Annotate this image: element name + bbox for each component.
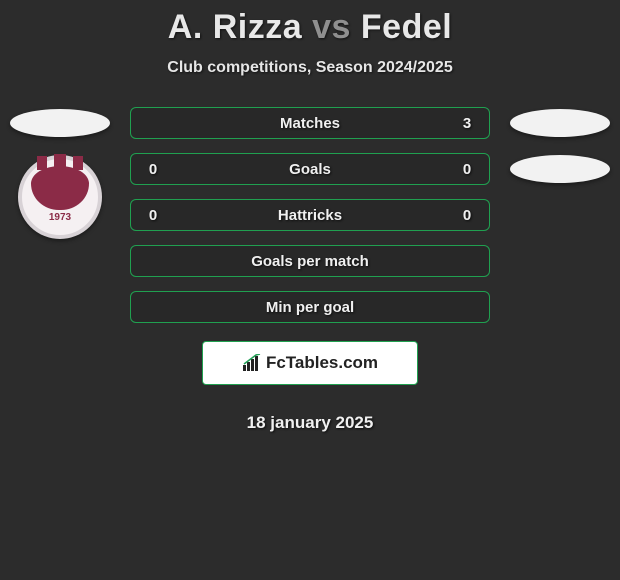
- player1-avatar-placeholder: [10, 109, 110, 137]
- subtitle: Club competitions, Season 2024/2025: [0, 59, 620, 77]
- content-row: 1973 Matches 3 0 Goals 0 0 Hattricks 0: [0, 107, 620, 433]
- stat-label: Matches: [165, 115, 455, 132]
- stat-row-min-per-goal: Min per goal: [130, 291, 490, 323]
- left-side-col: 1973: [8, 107, 112, 239]
- stat-label: Hattricks: [165, 207, 455, 224]
- stats-column: Matches 3 0 Goals 0 0 Hattricks 0 Goals …: [112, 107, 508, 433]
- comparison-card: A. Rizza vs Fedel Club competitions, Sea…: [0, 0, 620, 433]
- stat-row-goals: 0 Goals 0: [130, 153, 490, 185]
- stat-row-hattricks: 0 Hattricks 0: [130, 199, 490, 231]
- stat-left-value: 0: [141, 161, 165, 178]
- date: 18 january 2025: [130, 413, 490, 433]
- right-side-col: [508, 107, 612, 183]
- comparison-title: A. Rizza vs Fedel: [0, 8, 620, 47]
- stat-right-value: 0: [455, 207, 479, 224]
- player1-name: A. Rizza: [168, 8, 302, 46]
- stat-label: Min per goal: [165, 299, 455, 316]
- bar-chart-icon: [242, 354, 264, 372]
- brand-text: FcTables.com: [266, 353, 378, 373]
- stat-right-value: 3: [455, 115, 479, 132]
- stat-label: Goals per match: [165, 253, 455, 270]
- badge-year: 1973: [49, 212, 71, 223]
- stat-row-goals-per-match: Goals per match: [130, 245, 490, 277]
- player2-name: Fedel: [361, 8, 452, 46]
- stat-left-value: 0: [141, 207, 165, 224]
- vs-text: vs: [312, 8, 351, 46]
- stat-label: Goals: [165, 161, 455, 178]
- badge-castle-icon: [31, 166, 89, 210]
- player2-club-placeholder: [510, 155, 610, 183]
- stat-right-value: 0: [455, 161, 479, 178]
- club-badge-cittadella: 1973: [18, 155, 102, 239]
- brand-box[interactable]: FcTables.com: [202, 341, 418, 385]
- player2-avatar-placeholder: [510, 109, 610, 137]
- stat-row-matches: Matches 3: [130, 107, 490, 139]
- badge-tower-icon: [54, 154, 66, 170]
